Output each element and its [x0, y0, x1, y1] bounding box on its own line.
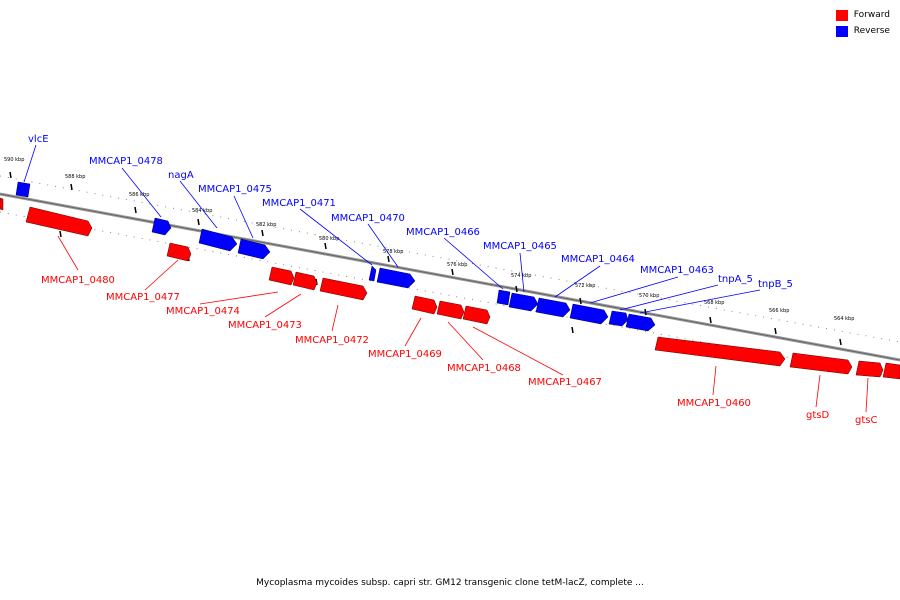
gene-label-vlcE: vlcE — [28, 134, 49, 145]
gene-MMCAP1_0473[interactable] — [292, 271, 318, 291]
gene-label-MMCAP1_0467: MMCAP1_0467 — [528, 377, 602, 388]
leader-lines — [23, 144, 869, 413]
legend-reverse: Reverse — [835, 24, 890, 38]
tick-label: 590 kbp — [4, 157, 24, 163]
gene-label-MMCAP1_0478: MMCAP1_0478 — [89, 156, 163, 167]
gene-label-MMCAP1_0475: MMCAP1_0475 — [198, 184, 272, 195]
tick-label: 580 kbp — [319, 236, 339, 242]
gene-MMCAP1_0475[interactable] — [237, 238, 271, 260]
genome-backbone-core — [0, 193, 900, 361]
gene-left-edge[interactable] — [0, 197, 4, 211]
tick-label: 568 kbp — [704, 300, 724, 306]
gene-MMCAP1_0471[interactable] — [368, 265, 377, 282]
map-caption: Mycoplasma mycoides subsp. capri str. GM… — [256, 578, 644, 588]
gene-right-edge[interactable] — [882, 362, 900, 380]
legend-forward-label: Forward — [853, 10, 890, 20]
gene-label-gtsD: gtsD — [806, 410, 829, 421]
tick-marks — [9, 171, 842, 346]
gene-MMCAP1_0464[interactable] — [535, 297, 571, 318]
gene-label-nagA: nagA — [168, 170, 194, 181]
tick-label: 564 kbp — [834, 316, 854, 322]
gene-MMCAP1_0465[interactable] — [508, 292, 539, 312]
tick-label: 566 kbp — [769, 308, 789, 314]
reverse-genes — [15, 181, 656, 332]
tick-label: 574 kbp — [511, 273, 531, 279]
gene-label-MMCAP1_0472: MMCAP1_0472 — [295, 335, 369, 346]
gene-gtsC[interactable] — [855, 360, 884, 378]
gene-MMCAP1_0466[interactable] — [496, 289, 511, 306]
tick-label: 584 kbp — [192, 208, 212, 214]
upper-scale-track — [0, 175, 900, 343]
legend-forward: Forward — [835, 8, 890, 22]
gene-label-MMCAP1_0463: MMCAP1_0463 — [640, 265, 714, 276]
gene-MMCAP1_0477[interactable] — [166, 242, 192, 262]
gene-label-MMCAP1_0466: MMCAP1_0466 — [406, 227, 480, 238]
gene-MMCAP1_0469[interactable] — [411, 295, 438, 315]
gene-label-tnpB_5: tnpB_5 — [758, 279, 793, 290]
tick-label: 578 kbp — [383, 249, 403, 255]
gene-label-MMCAP1_0471: MMCAP1_0471 — [262, 198, 336, 209]
gene-gtsD[interactable] — [789, 352, 853, 375]
gene-label-MMCAP1_0465: MMCAP1_0465 — [483, 241, 557, 252]
tick-label: 570 kbp — [639, 293, 659, 299]
gene-vlcE[interactable] — [15, 181, 31, 198]
gene-MMCAP1_0480[interactable] — [25, 206, 93, 237]
legend: Forward Reverse — [835, 8, 890, 40]
legend-reverse-label: Reverse — [853, 26, 890, 36]
gene-nagA[interactable] — [198, 228, 238, 252]
gene-tnpA_5[interactable] — [608, 310, 629, 327]
gene-label-MMCAP1_0470: MMCAP1_0470 — [331, 213, 405, 224]
gene-MMCAP1_0474[interactable] — [268, 266, 295, 286]
tick-label: 582 kbp — [256, 222, 276, 228]
reverse-swatch — [835, 25, 848, 37]
gene-tnpB_5[interactable] — [625, 313, 656, 332]
gene-MMCAP1_0468[interactable] — [436, 300, 465, 320]
tick-label: 576 kbp — [447, 262, 467, 268]
gene-MMCAP1_0463[interactable] — [569, 303, 609, 325]
gene-label-MMCAP1_0469: MMCAP1_0469 — [368, 349, 442, 360]
gene-label-tnpA_5: tnpA_5 — [718, 274, 753, 285]
gene-label-MMCAP1_0460: MMCAP1_0460 — [677, 398, 751, 409]
gene-label-MMCAP1_0473: MMCAP1_0473 — [228, 320, 302, 331]
gene-label-MMCAP1_0468: MMCAP1_0468 — [447, 363, 521, 374]
gene-label-MMCAP1_0480: MMCAP1_0480 — [41, 275, 115, 286]
gene-label-MMCAP1_0474: MMCAP1_0474 — [166, 306, 240, 317]
gene-MMCAP1_0460[interactable] — [654, 336, 786, 367]
forward-swatch — [835, 9, 848, 21]
tick-label: 586 kbp — [129, 192, 149, 198]
forward-genes — [0, 197, 900, 380]
gene-MMCAP1_0472[interactable] — [319, 277, 368, 301]
tick-label: 588 kbp — [65, 174, 85, 180]
tick-label: 572 kbp — [575, 283, 595, 289]
gene-label-MMCAP1_0477: MMCAP1_0477 — [106, 292, 180, 303]
gene-MMCAP1_0470[interactable] — [376, 267, 416, 289]
gene-MMCAP1_0478[interactable] — [151, 217, 172, 236]
gene-label-MMCAP1_0464: MMCAP1_0464 — [561, 254, 635, 265]
gene-MMCAP1_0467[interactable] — [462, 305, 491, 325]
gene-label-gtsC: gtsC — [855, 415, 877, 426]
